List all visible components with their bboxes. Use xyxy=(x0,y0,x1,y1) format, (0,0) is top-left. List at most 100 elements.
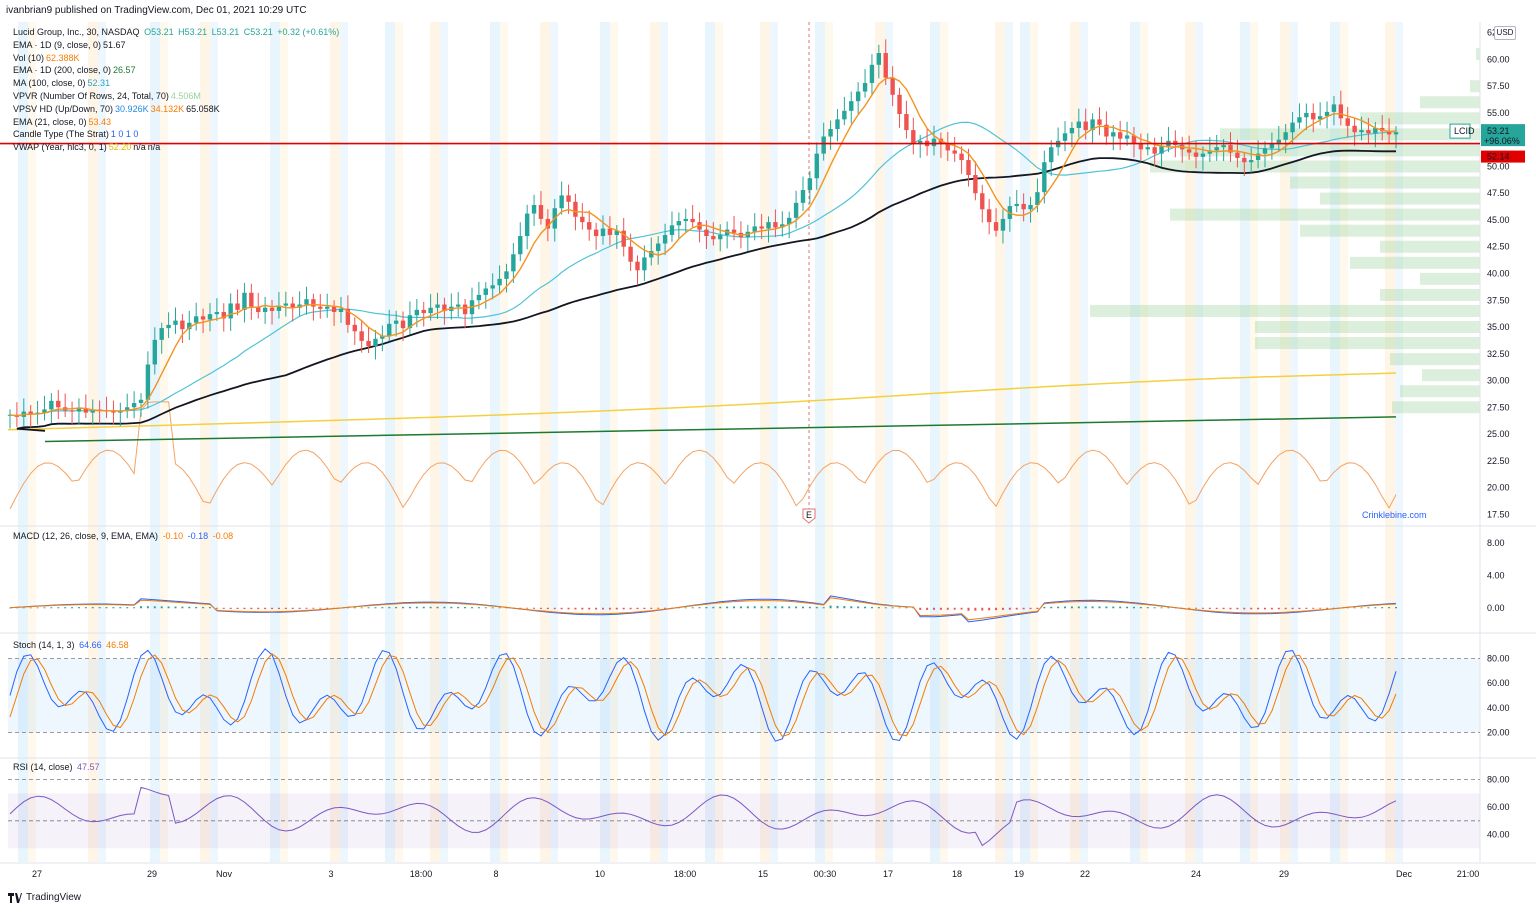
session-band xyxy=(1240,22,1250,862)
legend-row[interactable]: Vol (10) 62.388K xyxy=(13,52,339,65)
legend-symbol-row[interactable]: Lucid Group, Inc., 30, NASDAQ O53.21 H53… xyxy=(13,26,339,39)
macd-histogram-bar xyxy=(1098,606,1101,609)
macd-histogram-bar xyxy=(98,607,101,609)
candle-body xyxy=(759,226,764,229)
macd-histogram-bar xyxy=(1367,607,1370,609)
candle-body xyxy=(1111,132,1116,137)
macd-histogram-bar xyxy=(1201,607,1204,609)
legend-row[interactable]: VWAP (Year, hlc3, 0, 1) 52.20 n/a n/a xyxy=(13,141,339,154)
candle-body xyxy=(621,230,626,247)
stoch-tick-label: 60.00 xyxy=(1487,678,1510,688)
candle-body xyxy=(318,306,323,309)
price-tick-label: 55.00 xyxy=(1487,108,1510,118)
candle-body xyxy=(718,234,723,240)
legend-row[interactable]: EMA (21, close, 0) 53.43 xyxy=(13,116,339,129)
session-band xyxy=(1185,22,1195,862)
macd-histogram-bar xyxy=(933,607,935,610)
session-band xyxy=(200,22,210,862)
session-band xyxy=(600,22,610,862)
macd-histogram-bar xyxy=(1250,607,1253,610)
candle-body xyxy=(462,304,468,315)
macd-histogram-bar xyxy=(919,607,922,610)
session-band xyxy=(550,22,558,862)
price-tick-label: 60.00 xyxy=(1487,54,1510,64)
macd-histogram-bar xyxy=(843,606,846,609)
price-badges: LCID 53.21+96.06% 52.14 E xyxy=(802,123,1525,524)
legend-row[interactable]: EMA · 1D (9, close, 0) 51.67 xyxy=(13,39,339,52)
candle-body xyxy=(904,114,909,131)
macd-histogram-bar xyxy=(133,607,136,609)
session-band xyxy=(705,22,715,862)
macd-histogram-bar xyxy=(1222,607,1225,610)
session-band xyxy=(815,22,825,862)
candle-body xyxy=(1324,111,1330,117)
candle-body xyxy=(1186,149,1192,153)
candle-body xyxy=(1304,112,1309,118)
macd-label[interactable]: MACD (12, 26, close, 9, EMA, EMA) -0.10 … xyxy=(13,531,233,541)
macd-histogram-bar xyxy=(981,607,984,611)
stoch-pane[interactable] xyxy=(9,648,1397,742)
symbol-price-badge: LCID 53.21+96.06% xyxy=(1449,123,1525,147)
macd-pane[interactable] xyxy=(9,595,1397,623)
legend-row[interactable]: VPSV HD (Up/Down, 70) 30.926K 34.132K 65.05… xyxy=(13,103,339,116)
macd-histogram-bar xyxy=(1346,607,1349,609)
rsi-tick-label: 80.00 xyxy=(1487,775,1510,785)
macd-histogram-bar xyxy=(319,607,322,609)
currency-button[interactable]: USD xyxy=(1494,26,1516,40)
session-band xyxy=(1080,22,1088,862)
legend-row[interactable]: EMA · 1D (200, close, 0) 26.57 xyxy=(13,64,339,77)
candle-body xyxy=(504,271,509,279)
price-tick-label: 17.50 xyxy=(1487,509,1510,519)
volume-profile-bar xyxy=(1470,80,1480,93)
price-pane[interactable] xyxy=(0,39,1480,510)
macd-histogram-bar xyxy=(1070,606,1073,609)
macd-histogram-bar xyxy=(250,607,253,610)
candle-body xyxy=(1235,152,1240,158)
time-tick-label: 18:00 xyxy=(410,869,433,879)
legend-row[interactable]: Candle Type (The Strat) 1 0 1 0 xyxy=(13,128,339,141)
macd-histogram-bar xyxy=(443,606,446,609)
candle-body xyxy=(387,323,392,336)
macd-histogram-bar xyxy=(1298,607,1301,610)
legend-row[interactable]: VPVR (Number Of Rows, 24, Total, 70) 4.50… xyxy=(13,90,339,103)
candle-body xyxy=(42,409,47,413)
candle-body xyxy=(483,288,488,295)
volume-profile-bar xyxy=(1392,401,1480,414)
symbol-tag-box xyxy=(1449,123,1471,139)
macd-histogram-bar xyxy=(553,607,556,610)
candle-body xyxy=(242,292,247,310)
candle-body xyxy=(1035,192,1040,206)
macd-histogram-bar xyxy=(1091,606,1094,609)
macd-histogram-bar xyxy=(353,607,356,609)
legend-row-value: n/a xyxy=(133,142,146,153)
macd-histogram-bar xyxy=(1064,606,1067,609)
macd-histogram-bar xyxy=(15,607,18,609)
macd-histogram-bar xyxy=(181,606,184,609)
macd-histogram-bar xyxy=(891,607,894,609)
candle-body xyxy=(649,251,654,258)
legend-row-value: 26.57 xyxy=(113,65,136,76)
macd-histogram-bar xyxy=(574,607,577,610)
tradingview-footer[interactable]: TradingView xyxy=(8,892,81,903)
macd-histogram-bar xyxy=(367,607,370,609)
price-axis[interactable]: 62.5060.0057.5055.0052.5050.0047.5045.00… xyxy=(1487,28,1510,840)
candle-body xyxy=(331,306,337,313)
candle-body xyxy=(1124,135,1130,139)
macd-histogram-bar xyxy=(264,607,267,610)
candle-body xyxy=(138,399,144,403)
rsi-title: RSI (14, close) xyxy=(13,762,73,772)
rsi-pane[interactable] xyxy=(9,786,1397,847)
session-band xyxy=(540,22,550,862)
time-axis[interactable]: 27 29 Nov 3 18:00 8 10 18:00 15 00:30 17 18 19 22 24 29… xyxy=(32,869,1479,879)
rsi-label[interactable]: RSI (14, close) 47.57 xyxy=(13,762,100,772)
price-tick-label: 45.00 xyxy=(1487,215,1510,225)
stoch-label[interactable]: Stoch (14, 1, 3) 64.66 46.58 xyxy=(13,640,129,650)
legend-row[interactable]: MA (100, close, 0) 52.31 xyxy=(13,77,339,90)
candle-body xyxy=(1262,148,1268,154)
macd-histogram-bar xyxy=(84,607,87,609)
candle-body xyxy=(249,292,254,307)
candle-body xyxy=(683,218,688,222)
candle-body xyxy=(766,222,771,229)
macd-tick-label: 4.00 xyxy=(1487,570,1505,580)
volume-profile-bar xyxy=(1390,353,1480,366)
